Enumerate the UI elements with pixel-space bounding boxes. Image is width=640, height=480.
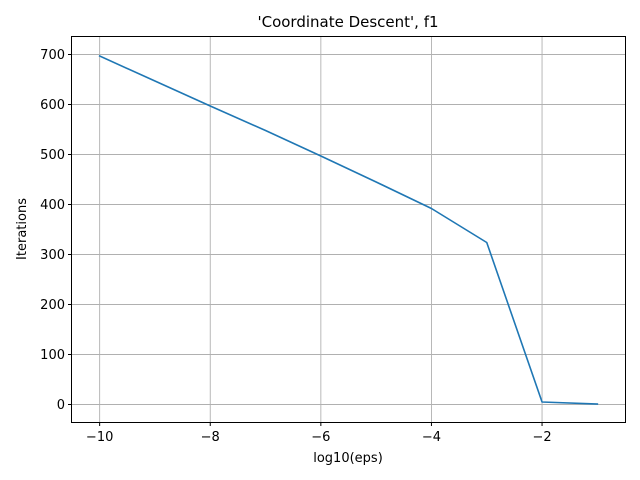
- grid: [72, 37, 625, 422]
- y-tick-label: 600: [40, 98, 65, 113]
- y-tick-label: 0: [57, 398, 65, 413]
- x-tick-label: −6: [311, 430, 330, 445]
- y-axis-label: Iterations: [15, 198, 30, 260]
- y-tick-label: 100: [40, 348, 65, 363]
- x-tick-label: −10: [86, 430, 113, 445]
- chart-title: 'Coordinate Descent', f1: [257, 13, 438, 31]
- y-tick-label: 500: [40, 148, 65, 163]
- x-tick-label: −4: [422, 430, 441, 445]
- x-tick-label: −8: [201, 430, 220, 445]
- y-tick-label: 700: [40, 48, 65, 63]
- ticks: −10 −8 −6 −4 −2 0 100 200 300 400 500 600 700: [40, 48, 551, 445]
- plot-frame: [71, 36, 626, 423]
- y-tick-label: 200: [40, 298, 65, 313]
- y-tick-label: 300: [40, 248, 65, 263]
- series-line: [98, 54, 599, 405]
- x-tick-label: −2: [532, 430, 551, 445]
- x-axis-label: log10(eps): [313, 451, 383, 466]
- y-tick-label: 400: [40, 198, 65, 213]
- series-layer: [98, 54, 599, 405]
